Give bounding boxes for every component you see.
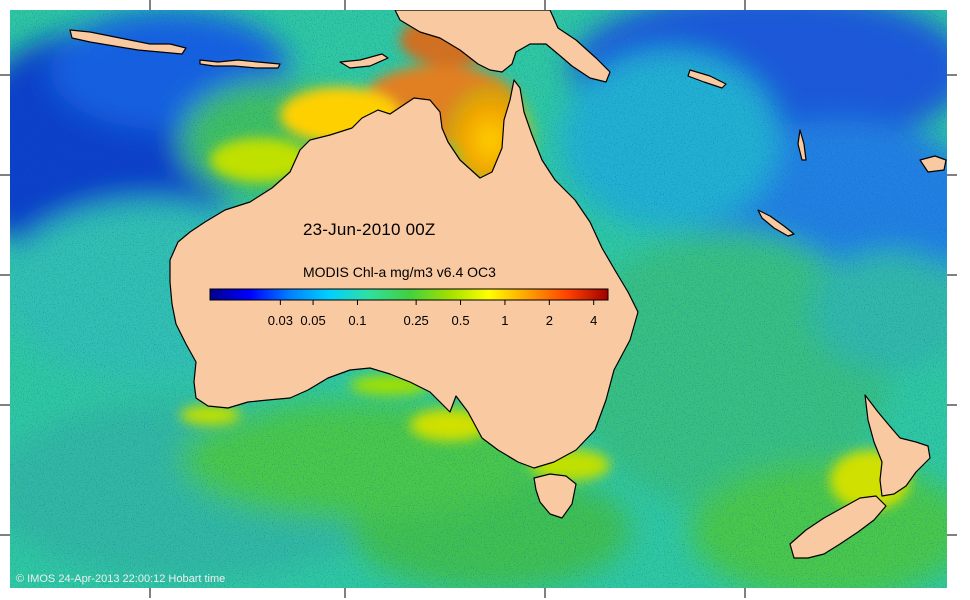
- vanuatu: [797, 129, 807, 161]
- colorbar-tick-label: 0.5: [451, 313, 470, 328]
- java: [69, 29, 187, 55]
- tasmania: [533, 473, 577, 519]
- colorbar: [209, 288, 609, 305]
- new-caledonia: [757, 209, 795, 237]
- ocean: [10, 10, 947, 588]
- australia: [169, 79, 639, 469]
- colorbar-tick-label: 0.03: [267, 313, 293, 328]
- colorbar-ticks: [279, 300, 595, 305]
- colorbar-tick-label: 2: [545, 313, 553, 328]
- credit-text: © IMOS 24-Apr-2013 22:00:12 Hobart time: [16, 573, 226, 585]
- new-guinea: [394, 10, 611, 83]
- colorbar-tick-label: 0.25: [403, 313, 429, 328]
- chlorophyll-map: [10, 10, 947, 588]
- colorbar-tick-label: 1: [501, 313, 509, 328]
- nz-south-island: [789, 495, 887, 559]
- colorbar-gradient: [209, 288, 609, 301]
- land: [69, 10, 947, 559]
- lesser-sunda: [199, 59, 281, 69]
- nz-north-island: [864, 394, 931, 497]
- date-label: 23-Jun-2010 00Z: [303, 220, 436, 239]
- colorbar-title: MODIS Chl-a mg/m3 v6.4 OC3: [303, 264, 496, 280]
- solomon-islands: [687, 69, 727, 89]
- colorbar-tick-label: 0.1: [348, 313, 367, 328]
- fiji: [919, 155, 947, 173]
- colorbar-tick-label: 0.05: [300, 313, 326, 328]
- timor: [339, 53, 389, 69]
- colorbar-tick-label: 4: [590, 313, 598, 328]
